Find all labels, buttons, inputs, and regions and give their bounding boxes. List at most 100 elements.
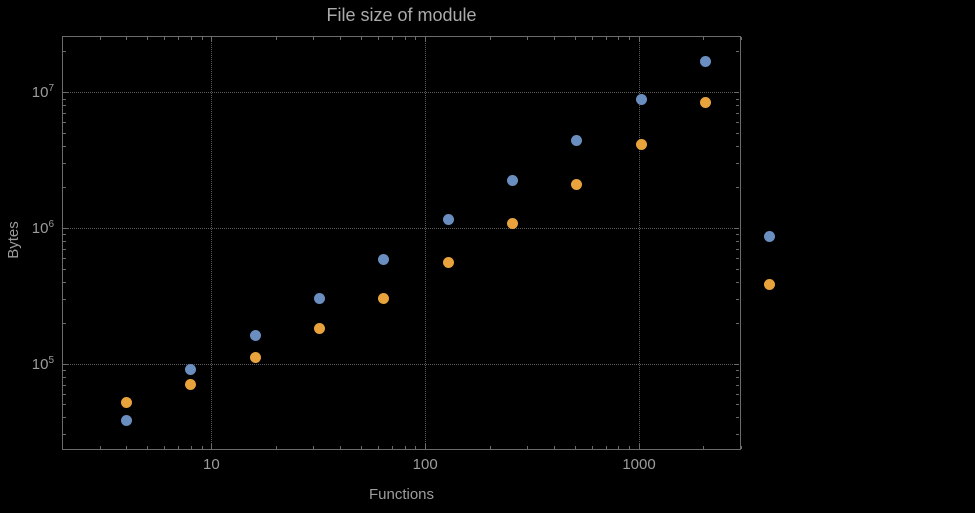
y-tick-mark — [734, 92, 739, 94]
y-tick-mark — [63, 113, 66, 115]
y-tick-mark — [63, 393, 66, 395]
chart-title: File size of module — [326, 5, 477, 25]
y-tick-mark — [63, 281, 66, 283]
y-tick-mark — [736, 281, 739, 283]
x-tick-mark — [99, 37, 101, 40]
y-tick-mark — [63, 434, 66, 436]
y-tick-mark — [736, 393, 739, 395]
x-tick-mark — [553, 446, 555, 449]
y-tick-mark — [63, 376, 66, 378]
y-gridline — [63, 92, 739, 94]
x-tick-mark — [377, 37, 379, 40]
y-tick-mark — [736, 241, 739, 242]
x-tick-mark — [591, 446, 593, 449]
x-tick-label: 10 — [203, 456, 220, 473]
x-tick-mark — [211, 444, 213, 449]
data-point-series-1-blue — [120, 414, 132, 426]
x-tick-mark — [62, 446, 63, 449]
y-tick-mark — [736, 163, 739, 165]
data-point-series-2-orange — [700, 97, 712, 108]
y-tick-mark — [63, 227, 68, 229]
y-tick-label: 105 — [31, 354, 54, 373]
y-gridline — [63, 227, 739, 229]
x-tick-mark — [126, 446, 128, 449]
x-tick-mark — [404, 37, 406, 40]
x-tick-mark — [164, 446, 165, 449]
y-tick-mark — [63, 404, 66, 406]
y-gridline — [63, 363, 739, 365]
y-tick-mark — [63, 133, 66, 135]
y-tick-mark — [736, 257, 739, 259]
x-tick-mark — [360, 37, 362, 40]
y-tick-mark — [63, 363, 68, 365]
x-gridline — [425, 37, 427, 448]
x-tick-mark — [178, 446, 180, 449]
y-tick-mark — [63, 146, 66, 148]
y-tick-mark — [63, 98, 66, 100]
y-tick-mark — [736, 105, 739, 107]
x-tick-mark — [415, 37, 417, 40]
data-point-series-1-blue — [249, 330, 261, 342]
data-point-series-2-orange — [764, 279, 776, 291]
y-tick-mark — [63, 92, 68, 94]
y-tick-mark — [63, 257, 66, 259]
y-tick-mark — [736, 146, 739, 148]
x-tick-mark — [553, 37, 555, 40]
data-point-series-2-orange — [442, 256, 454, 268]
y-tick-mark — [736, 404, 739, 406]
x-tick-mark — [425, 37, 427, 42]
x-tick-mark — [703, 37, 705, 40]
y-tick-mark — [736, 234, 739, 236]
x-tick-mark — [201, 37, 203, 40]
y-tick-mark — [736, 122, 739, 124]
x-tick-mark — [703, 446, 705, 449]
x-tick-mark — [574, 446, 576, 449]
y-tick-mark — [63, 248, 66, 250]
x-tick-mark — [425, 444, 427, 449]
data-point-series-1-blue — [571, 135, 583, 147]
x-tick-mark — [404, 446, 406, 449]
y-tick-mark — [736, 298, 739, 300]
data-point-series-2-orange — [635, 139, 647, 151]
y-tick-mark — [63, 51, 66, 53]
y-tick-mark — [63, 105, 66, 107]
x-tick-mark — [190, 37, 192, 40]
y-tick-mark — [736, 322, 739, 324]
x-tick-mark — [629, 446, 631, 449]
y-tick-mark — [736, 434, 739, 436]
y-tick-mark — [734, 227, 739, 229]
x-tick-mark — [201, 446, 203, 449]
data-point-series-2-orange — [120, 396, 132, 408]
plot-frame — [62, 36, 741, 450]
x-tick-mark — [147, 446, 149, 449]
x-gridline — [639, 37, 640, 448]
x-tick-mark — [605, 446, 607, 449]
data-point-series-1-blue — [378, 254, 390, 266]
x-tick-label: 100 — [412, 456, 438, 473]
data-point-series-2-orange — [313, 323, 325, 335]
y-tick-mark — [63, 268, 66, 270]
y-tick-mark — [736, 98, 739, 100]
x-tick-mark — [618, 446, 620, 449]
data-point-series-2-orange — [185, 379, 197, 390]
x-tick-mark — [190, 446, 192, 449]
x-tick-mark — [741, 37, 742, 40]
y-tick-mark — [736, 417, 739, 419]
x-tick-mark — [392, 446, 394, 449]
x-tick-mark — [178, 37, 180, 40]
y-tick-mark — [736, 384, 739, 386]
x-tick-mark — [489, 37, 491, 40]
x-tick-mark — [340, 37, 342, 40]
y-tick-mark — [63, 163, 66, 165]
data-point-series-2-orange — [507, 217, 518, 229]
data-point-series-1-blue — [700, 55, 712, 67]
data-point-series-1-blue — [442, 214, 454, 226]
x-tick-mark — [527, 37, 529, 40]
y-tick-mark — [736, 133, 739, 135]
data-point-series-2-orange — [249, 352, 261, 364]
y-tick-mark — [63, 417, 66, 419]
y-tick-mark — [63, 122, 66, 124]
x-tick-mark — [377, 446, 379, 449]
x-tick-mark — [629, 37, 631, 40]
